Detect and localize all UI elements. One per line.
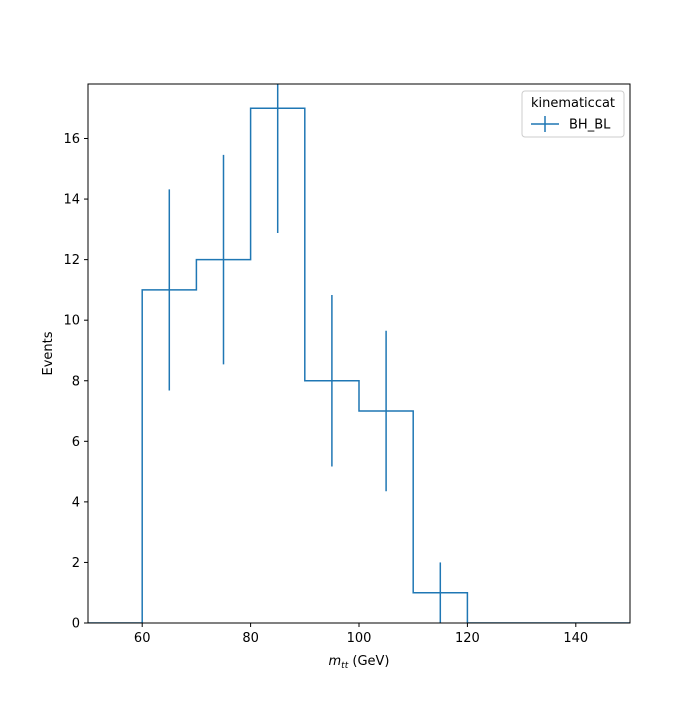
y-tick-label: 16 [63, 132, 80, 147]
series [88, 84, 630, 623]
x-tick-label: 80 [242, 631, 259, 646]
y-axis-label: Events [41, 331, 56, 375]
y-tick-label: 6 [72, 435, 80, 450]
x-tick-label: 100 [347, 631, 372, 646]
y-tick-label: 4 [72, 495, 80, 510]
x-tick-label: 120 [455, 631, 480, 646]
y-tick-label: 0 [72, 617, 80, 632]
x-tick-label: 140 [563, 631, 588, 646]
legend-entries: BH_BL [531, 116, 611, 133]
legend-box [521, 90, 625, 138]
x-axis-label-unit: (GeV) [348, 654, 389, 669]
x-axis-label-subscript: tt [341, 661, 349, 671]
legend-entry-label: BH_BL [569, 118, 611, 133]
x-axis-label-symbol: m [329, 654, 342, 669]
x-axis-label: mtt (GeV) [329, 654, 390, 671]
y-tick-label: 8 [72, 374, 80, 389]
series-BH_BL [88, 84, 630, 623]
plot-frame [87, 83, 631, 624]
legend-title: kinematiccat [531, 96, 615, 111]
x-tick-label: 60 [134, 631, 151, 646]
y-tick-label: 2 [72, 556, 80, 571]
legend: kinematiccat BH_BL [521, 90, 625, 138]
y-tick-label: 12 [63, 253, 80, 268]
y-tick-label: 14 [63, 193, 80, 208]
y-tick-label: 10 [63, 314, 80, 329]
ticks: 60 80 100 120 140 0 2 4 6 8 10 12 14 16 [63, 132, 588, 646]
